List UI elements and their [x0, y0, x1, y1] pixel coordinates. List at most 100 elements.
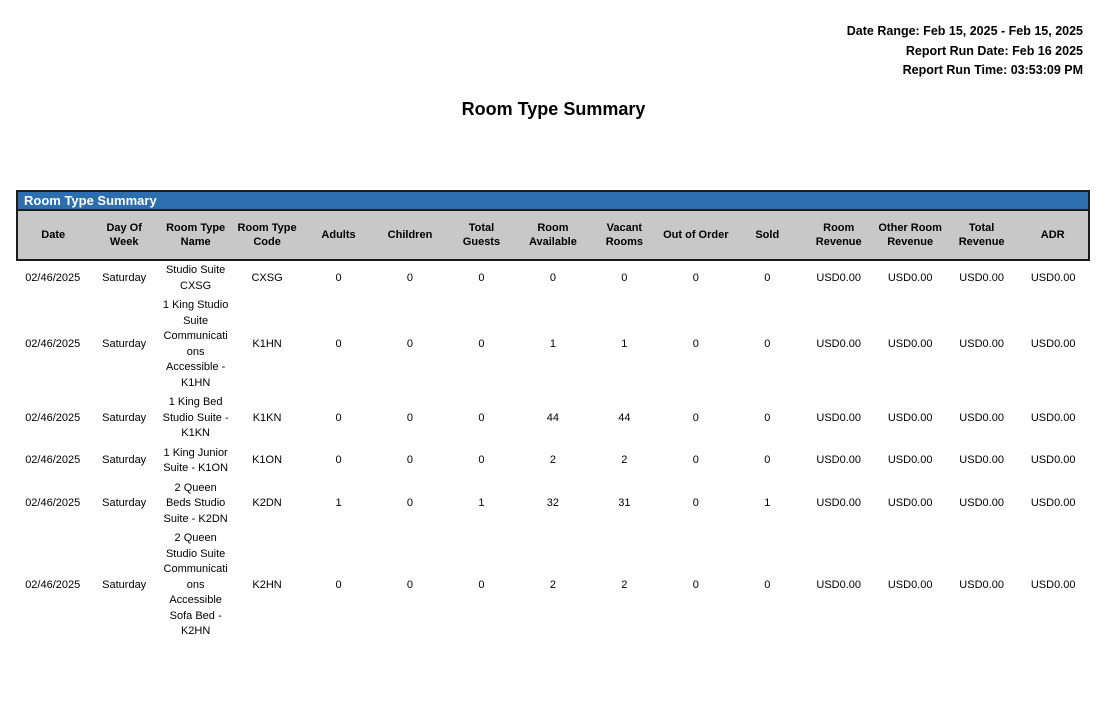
cell: 0: [660, 296, 732, 393]
cell: USD0.00: [874, 296, 946, 393]
cell: 0: [731, 393, 803, 444]
cell: 0: [731, 529, 803, 642]
cell: 2: [517, 529, 589, 642]
cell: USD0.00: [874, 529, 946, 642]
date-range-text: Date Range: Feb 15, 2025 - Feb 15, 2025: [846, 24, 1083, 38]
cell: USD0.00: [945, 478, 1018, 529]
cell: 0: [302, 529, 375, 642]
cell: USD0.00: [802, 443, 875, 479]
cell: 1 King Bed Studio Suite - K1KN: [159, 393, 232, 444]
cell: 0: [588, 260, 661, 296]
cell: USD0.00: [1017, 478, 1089, 529]
cell: K2DN: [231, 478, 303, 529]
cell: USD0.00: [945, 296, 1018, 393]
column-header: Children: [374, 211, 446, 261]
cell: K1HN: [231, 296, 303, 393]
cell: USD0.00: [1017, 393, 1089, 444]
cell: 2 Queen Studio Suite Communications Acce…: [159, 529, 232, 642]
cell: 0: [445, 393, 518, 444]
cell: 0: [731, 296, 803, 393]
cell: 32: [517, 478, 589, 529]
cell: Saturday: [88, 296, 160, 393]
cell: 31: [588, 478, 661, 529]
cell: 0: [374, 296, 446, 393]
column-header: Room Available: [517, 211, 589, 261]
cell: Saturday: [88, 443, 160, 479]
cell: USD0.00: [802, 478, 875, 529]
column-header: Room Revenue: [802, 211, 875, 261]
cell: USD0.00: [802, 296, 875, 393]
cell: K1ON: [231, 443, 303, 479]
column-header: Adults: [302, 211, 375, 261]
column-header: Other Room Revenue: [874, 211, 946, 261]
column-header: Total Guests: [445, 211, 518, 261]
column-header: Day Of Week: [88, 211, 160, 261]
cell: USD0.00: [1017, 529, 1089, 642]
cell: USD0.00: [874, 478, 946, 529]
cell: 1: [731, 478, 803, 529]
cell: 0: [660, 478, 732, 529]
cell: 44: [517, 393, 589, 444]
cell: USD0.00: [874, 260, 946, 296]
cell: 0: [445, 443, 518, 479]
cell: USD0.00: [1017, 260, 1089, 296]
cell: 0: [660, 443, 732, 479]
cell: 0: [302, 443, 375, 479]
cell: 1: [302, 478, 375, 529]
cell: Saturday: [88, 478, 160, 529]
column-header: Date: [15, 211, 89, 261]
cell: Saturday: [88, 529, 160, 642]
cell: 1 King Junior Suite - K1ON: [159, 443, 232, 479]
cell: 2: [588, 529, 661, 642]
table-title-bar: Room Type Summary: [16, 190, 1090, 211]
column-header: Sold: [731, 211, 803, 261]
cell: 1: [445, 478, 518, 529]
cell: 0: [660, 260, 732, 296]
cell: USD0.00: [1017, 296, 1089, 393]
table-row: 02/46/2025 Saturday 1 King Studio Suite Co…: [17, 296, 1089, 393]
cell: Studio Suite CXSG: [159, 260, 232, 296]
cell: 0: [374, 393, 446, 444]
cell: 0: [302, 260, 375, 296]
page-title: Room Type Summary: [461, 99, 646, 119]
table-row: 02/46/2025 Saturday 1 King Junior Suite - …: [17, 443, 1089, 479]
cell: 2: [517, 443, 589, 479]
cell: 0: [374, 260, 446, 296]
cell: USD0.00: [945, 443, 1018, 479]
cell: USD0.00: [945, 393, 1018, 444]
cell: USD0.00: [802, 393, 875, 444]
cell: 0: [517, 260, 589, 296]
cell: 0: [731, 260, 803, 296]
table-row: 02/46/2025 Saturday 2 Queen Studio Suite C…: [17, 529, 1089, 642]
cell: 0: [445, 260, 518, 296]
cell: 2 Queen Beds Studio Suite - K2DN: [159, 478, 232, 529]
cell: 02/46/2025: [17, 393, 89, 444]
column-header: Room Type Code: [231, 211, 303, 261]
cell: 0: [445, 296, 518, 393]
cell: 0: [445, 529, 518, 642]
cell: CXSG: [231, 260, 303, 296]
cell: K2HN: [231, 529, 303, 642]
table-row: 02/46/2025 Saturday Studio Suite CXSG CXSG 0…: [17, 260, 1089, 296]
cell: 1: [588, 296, 661, 393]
report-run-time-text: Report Run Time: 03:53:09 PM: [902, 63, 1083, 77]
cell: USD0.00: [1017, 443, 1089, 479]
cell: USD0.00: [945, 529, 1018, 642]
table-row: 02/46/2025 Saturday 1 King Bed Studio Suit…: [17, 393, 1089, 444]
cell: 02/46/2025: [17, 443, 89, 479]
cell: 2: [588, 443, 661, 479]
room-type-summary-table: Date Day Of Week Room Type Name Room Type C…: [15, 211, 1090, 642]
room-type-summary-section: Room Type Summary Date Day Of Week Room Ty…: [15, 190, 1090, 642]
cell: USD0.00: [802, 529, 875, 642]
cell: USD0.00: [945, 260, 1018, 296]
cell: 1: [517, 296, 589, 393]
cell: 1 King Studio Suite Communications Acces…: [159, 296, 232, 393]
table-header: Date Day Of Week Room Type Name Room Type C…: [15, 211, 1090, 261]
header-row: Date Day Of Week Room Type Name Room Type C…: [15, 211, 1090, 261]
cell: 0: [731, 443, 803, 479]
column-header: ADR: [1017, 211, 1090, 261]
column-header: Room Type Name: [159, 211, 232, 261]
cell: USD0.00: [802, 260, 875, 296]
table-body: 02/46/2025 Saturday Studio Suite CXSG CXSG 0…: [17, 260, 1089, 642]
